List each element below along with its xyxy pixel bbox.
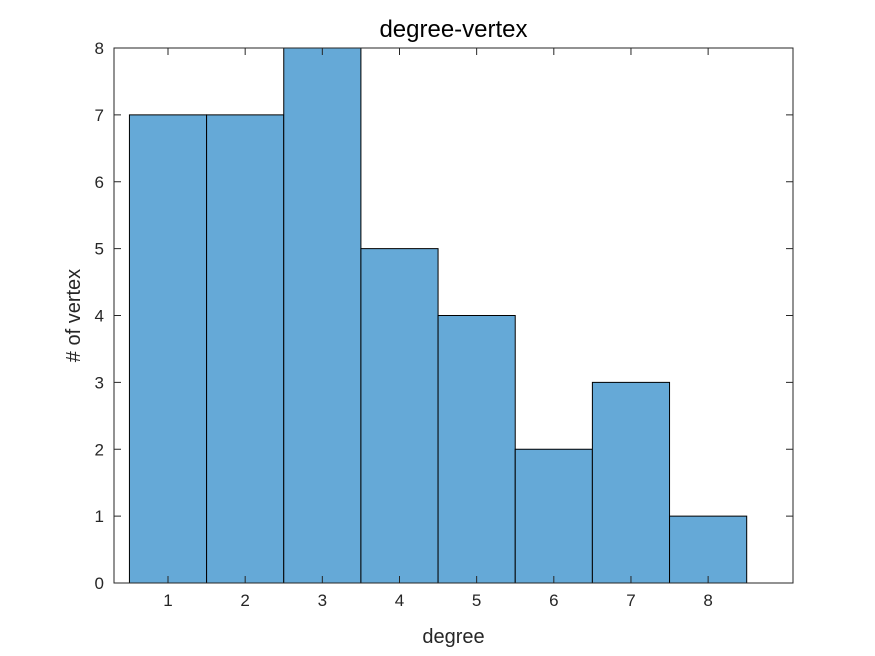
bar-degree-1 <box>128 114 208 584</box>
bar-degree-5 <box>437 315 516 584</box>
bar-degree-6 <box>514 448 593 584</box>
x-tick-label: 2 <box>240 591 249 610</box>
y-tick-label: 3 <box>95 373 104 392</box>
bars-group <box>128 47 748 584</box>
y-tick-label: 4 <box>95 307 104 326</box>
x-tick-label: 3 <box>318 591 327 610</box>
y-tick-label: 7 <box>95 106 104 125</box>
x-tick-label: 4 <box>395 591 404 610</box>
x-axis-label: degree <box>422 626 484 648</box>
y-axis-ticks: 0 1 2 3 4 5 6 7 8 <box>95 39 793 593</box>
x-tick-label: 1 <box>163 591 172 610</box>
bar-degree-8 <box>669 515 748 584</box>
y-tick-label: 1 <box>95 507 104 526</box>
bar-degree-2 <box>206 114 285 584</box>
x-tick-label: 7 <box>626 591 635 610</box>
y-tick-label: 0 <box>95 574 104 593</box>
y-tick-label: 6 <box>95 173 104 192</box>
x-tick-label: 8 <box>703 591 712 610</box>
y-tick-label: 5 <box>95 240 104 259</box>
x-tick-label: 5 <box>472 591 481 610</box>
bar-degree-7 <box>591 381 671 584</box>
chart-title: degree-vertex <box>379 16 527 43</box>
x-tick-label: 6 <box>549 591 558 610</box>
x-axis-ticks: 1 2 3 4 5 6 7 8 <box>163 48 713 610</box>
y-tick-label: 2 <box>95 440 104 459</box>
bar-degree-4 <box>360 248 439 584</box>
y-tick-label: 8 <box>95 39 104 58</box>
y-axis-label: # of vertex <box>63 269 85 362</box>
bar-degree-3 <box>283 47 362 584</box>
